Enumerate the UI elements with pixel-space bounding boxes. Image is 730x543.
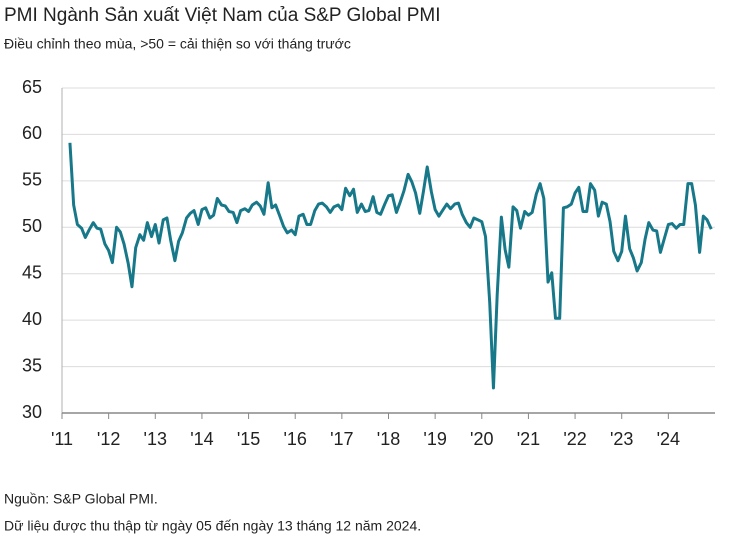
x-tick-label: '17: [330, 429, 353, 449]
y-tick-label: 45: [22, 262, 42, 282]
y-tick-label: 65: [22, 77, 42, 97]
x-tick-label: '13: [144, 429, 167, 449]
source: Nguồn: S&P Global PMI.: [4, 491, 158, 507]
y-tick-label: 40: [22, 309, 42, 329]
x-tick-label: '21: [517, 429, 540, 449]
x-tick-label: '20: [470, 429, 493, 449]
x-tick-label: '12: [97, 429, 120, 449]
x-tick-label: '15: [237, 429, 260, 449]
x-tick-label: '22: [563, 429, 586, 449]
x-tick-label: '11: [51, 429, 73, 449]
y-tick-label: 30: [22, 402, 42, 422]
y-tick-label: 50: [22, 216, 42, 236]
x-tick-label: '16: [283, 429, 306, 449]
y-tick-label: 55: [22, 170, 42, 190]
chart-subtitle: Điều chỉnh theo mùa, >50 = cải thiện so …: [4, 36, 351, 52]
x-tick-label: '14: [190, 429, 213, 449]
y-tick-label: 60: [22, 123, 42, 143]
x-tick-label: '24: [657, 429, 680, 449]
y-tick-label: 35: [22, 355, 42, 375]
note: Dữ liệu được thu thập từ ngày 05 đến ngà…: [4, 518, 421, 534]
chart-title: PMI Ngành Sản xuất Việt Nam của S&P Glob…: [4, 5, 441, 26]
x-tick-label: '18: [377, 429, 400, 449]
series-line: [68, 142, 713, 390]
x-tick-label: '23: [610, 429, 633, 449]
x-tick-label: '19: [423, 429, 446, 449]
